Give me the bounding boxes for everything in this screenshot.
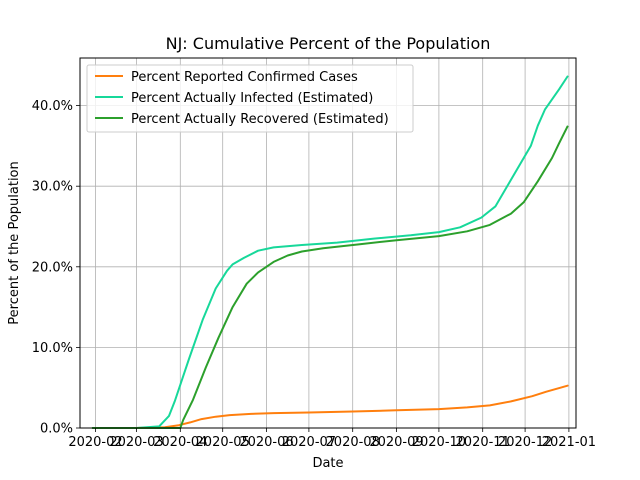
y-tick-label: 40.0% — [32, 99, 73, 114]
x-tick-label: 2020-11 — [456, 435, 510, 450]
y-tick-label: 10.0% — [32, 341, 73, 356]
x-tick-label: 2020-08 — [326, 435, 380, 450]
series-line-recovered — [91, 125, 569, 429]
y-tick-label: 20.0% — [32, 260, 73, 275]
legend-box — [86, 64, 414, 133]
x-tick-label: 2020-03 — [109, 435, 163, 450]
x-tick-label: 2020-05 — [196, 435, 250, 450]
plot-frame — [79, 57, 577, 429]
legend-label-recovered: Percent Actually Recovered (Estimated) — [131, 112, 389, 127]
x-tick-label: 2020-02 — [68, 435, 122, 450]
x-axis-label: Date — [312, 456, 343, 471]
y-tick-label: 30.0% — [32, 180, 73, 195]
x-tick-label: 2020-06 — [239, 435, 293, 450]
legend: Percent Reported Confirmed Cases Percent… — [86, 64, 414, 133]
y-axis-label: Percent of the Population — [7, 161, 22, 324]
chart-title: NJ: Cumulative Percent of the Population — [166, 34, 491, 53]
x-tick-label: 2020-04 — [153, 435, 207, 450]
x-tick-label: 2020-07 — [282, 435, 336, 450]
y-tick-label: 0.0% — [40, 422, 73, 437]
axis-ticks: 2020-022020-032020-042020-052020-062020-… — [32, 99, 596, 450]
series-lines — [91, 75, 569, 429]
x-tick-label: 2021-01 — [542, 435, 596, 450]
x-tick-label: 2020-09 — [369, 435, 423, 450]
legend-label-confirmed: Percent Reported Confirmed Cases — [131, 70, 358, 85]
x-tick-label: 2020-10 — [412, 435, 466, 450]
x-tick-label: 2020-12 — [498, 435, 552, 450]
series-line-infected — [91, 75, 569, 429]
legend-label-infected: Percent Actually Infected (Estimated) — [131, 91, 373, 106]
